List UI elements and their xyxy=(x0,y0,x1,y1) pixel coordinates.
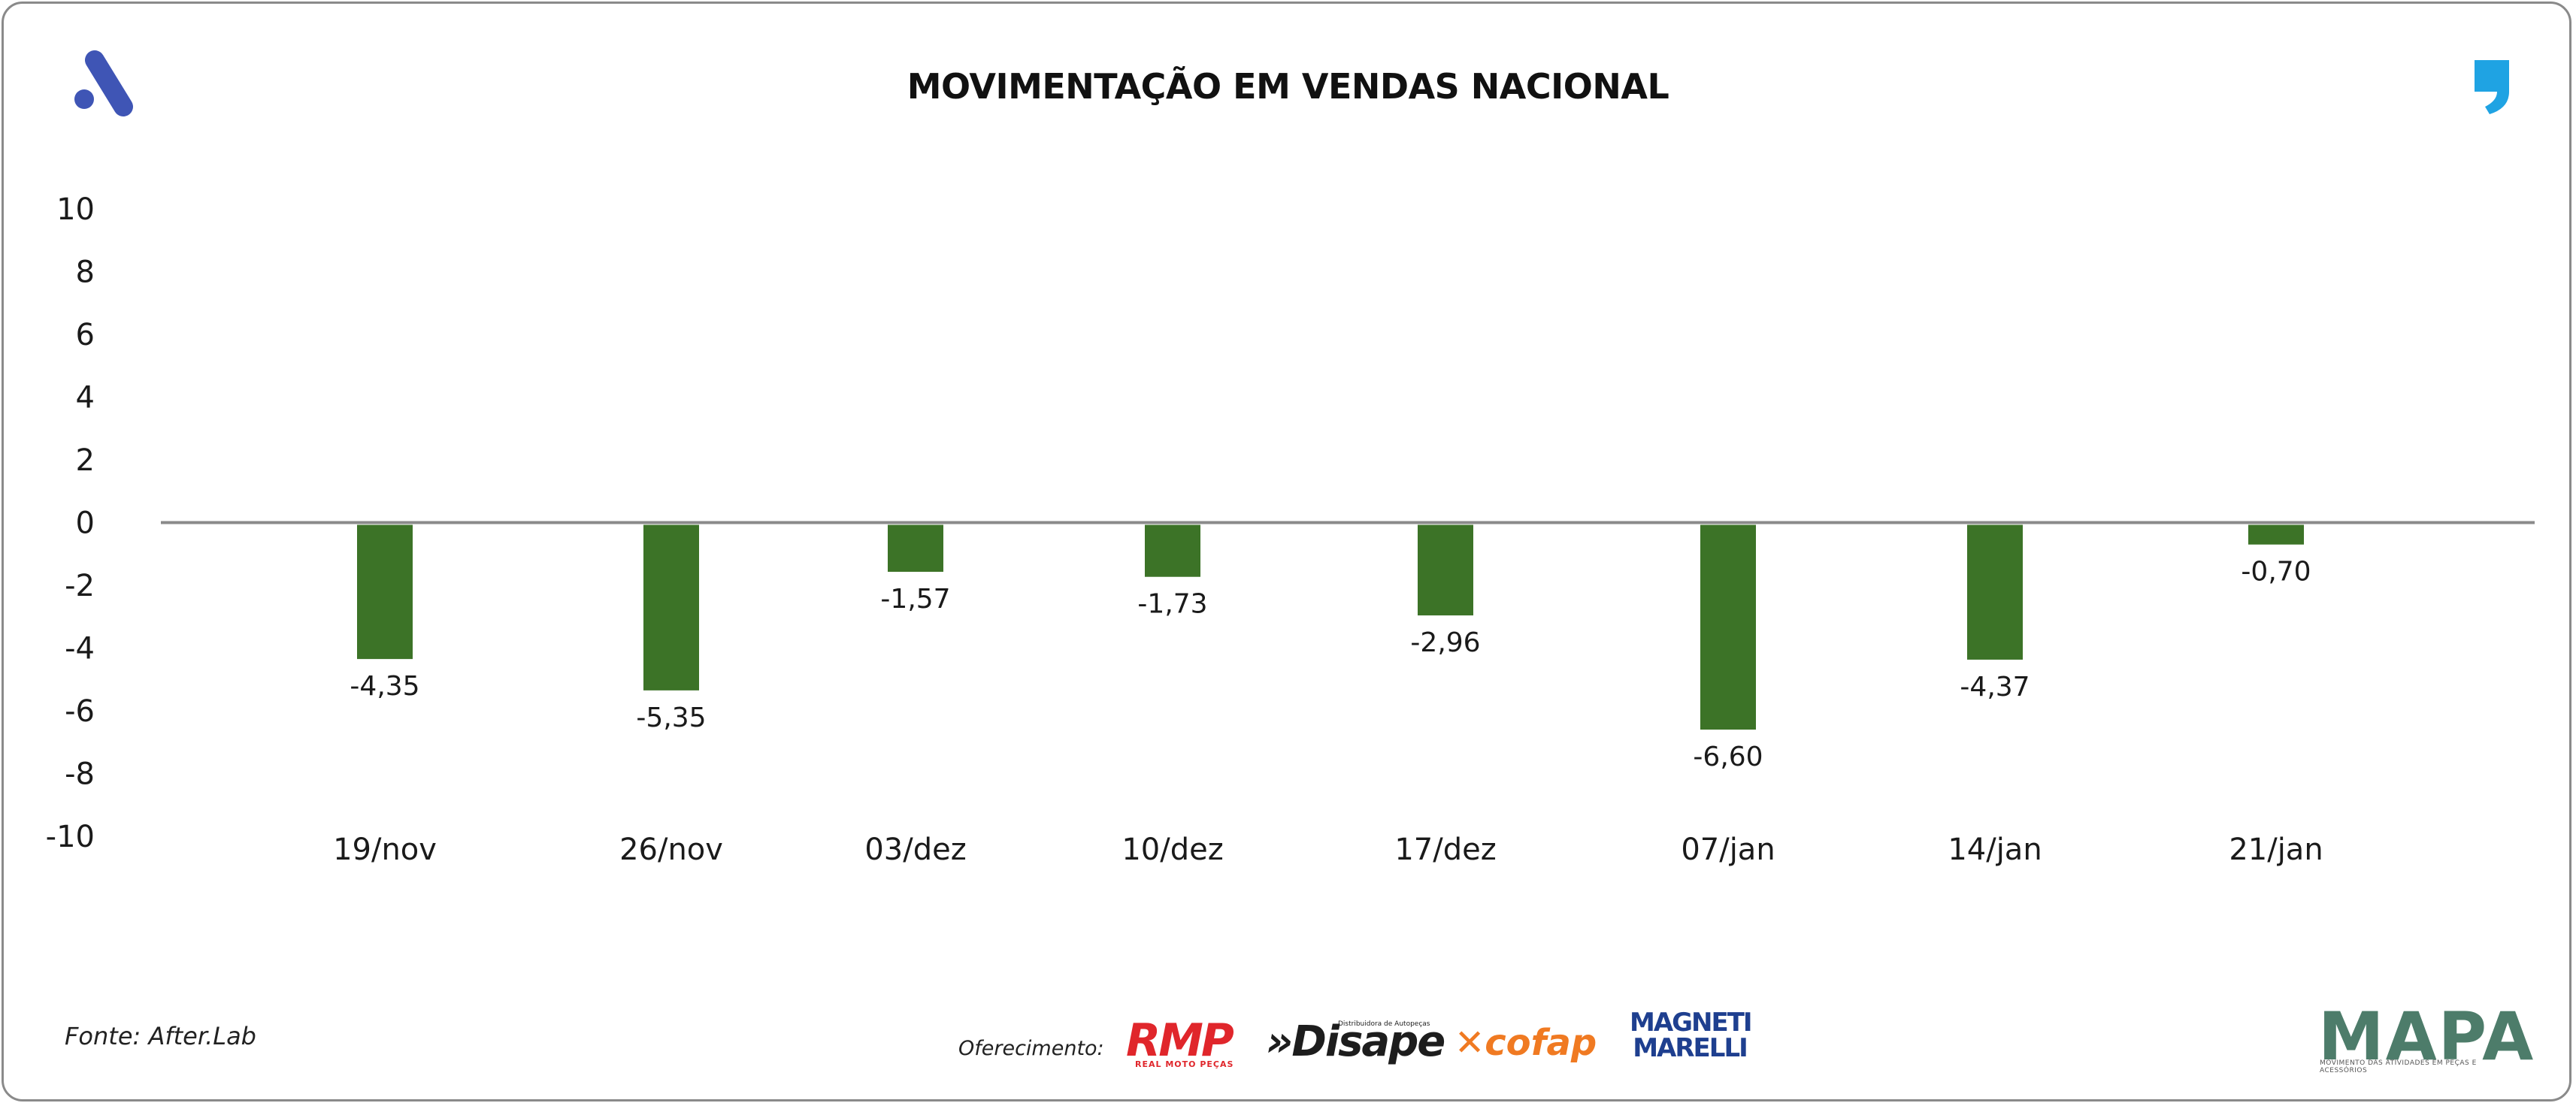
value-label: -0,70 xyxy=(2241,557,2311,588)
bar-07-jan xyxy=(1700,524,1756,730)
disape-subtitle: Distribuidora de Autopeças xyxy=(1338,1020,1430,1028)
y-axis-ticks: 10 8 6 4 2 0 -2 -4 -6 -8 -10 xyxy=(46,192,95,854)
category-label: 17/dez xyxy=(1394,833,1496,867)
y-tick-label: 10 xyxy=(56,192,95,227)
y-tick-label: 8 xyxy=(76,255,95,290)
rmp-logo: RMP xyxy=(1126,1014,1234,1067)
category-label: 07/jan xyxy=(1681,833,1775,867)
magneti-marelli-logo: MAGNETI MARELLI xyxy=(1630,1008,1753,1063)
mapa-logo: MAPA xyxy=(2318,998,2535,1075)
bars-group xyxy=(357,524,2304,730)
bar-10-dez xyxy=(1145,524,1200,577)
y-tick-label: 4 xyxy=(76,381,95,416)
y-tick-label: -4 xyxy=(65,632,95,666)
value-label: -4,35 xyxy=(350,671,419,702)
mapa-subtitle: MOVIMENTO DAS ATIVIDADES EM PEÇAS E ACES… xyxy=(2320,1059,2477,1074)
chart-title: MOVIMENTAÇÃO EM VENDAS NACIONAL xyxy=(907,66,1669,107)
bar-21-jan xyxy=(2248,524,2304,545)
disape-logo: »Disape xyxy=(1266,1017,1445,1066)
value-label: -5,35 xyxy=(636,703,706,733)
category-label: 10/dez xyxy=(1122,833,1223,867)
category-labels-group: 19/nov 26/nov 03/dez 10/dez 17/dez 07/jan 14/j… xyxy=(333,833,2323,867)
bar-19-nov xyxy=(357,524,413,660)
y-tick-label: 0 xyxy=(76,506,95,541)
rmp-subtitle: REAL MOTO PEÇAS xyxy=(1135,1059,1234,1069)
y-tick-label: -2 xyxy=(65,569,95,603)
magneti-line1: MAGNETI xyxy=(1630,1008,1753,1038)
quote-logo-icon xyxy=(2475,60,2509,114)
bar-03-dez xyxy=(888,524,943,573)
magneti-line2: MARELLI xyxy=(1633,1033,1748,1063)
y-tick-label: -6 xyxy=(65,694,95,729)
bar-26-nov xyxy=(643,524,699,690)
sponsor-label: Oferecimento: xyxy=(958,1037,1104,1060)
category-label: 03/dez xyxy=(864,833,966,867)
value-label: -1,57 xyxy=(880,584,950,615)
value-label: -2,96 xyxy=(1410,627,1480,658)
bar-17-dez xyxy=(1418,524,1473,616)
category-label: 19/nov xyxy=(333,833,437,867)
y-tick-label: 2 xyxy=(76,443,95,478)
category-label: 21/jan xyxy=(2229,833,2323,867)
cofap-x-icon: ✕ xyxy=(1454,1022,1485,1064)
y-tick-label: 6 xyxy=(76,318,95,352)
value-label: -4,37 xyxy=(1960,672,2030,703)
value-label: -6,60 xyxy=(1693,742,1763,772)
source-note: Fonte: After.Lab xyxy=(65,1022,256,1050)
bar-14-jan xyxy=(1967,524,2023,660)
cofap-logo: ✕cofap xyxy=(1454,1022,1597,1064)
category-label: 26/nov xyxy=(619,833,723,867)
y-tick-label: -8 xyxy=(65,757,95,792)
y-tick-label: -10 xyxy=(46,820,95,854)
value-label: -1,73 xyxy=(1137,589,1207,620)
cofap-text: cofap xyxy=(1485,1022,1597,1064)
a-logo-icon xyxy=(74,50,133,116)
value-labels-group: -4,35 -5,35 -1,57 -1,73 -2,96 -6,60 -4,37 -0,70 xyxy=(350,557,2311,772)
category-label: 14/jan xyxy=(1948,833,2042,867)
